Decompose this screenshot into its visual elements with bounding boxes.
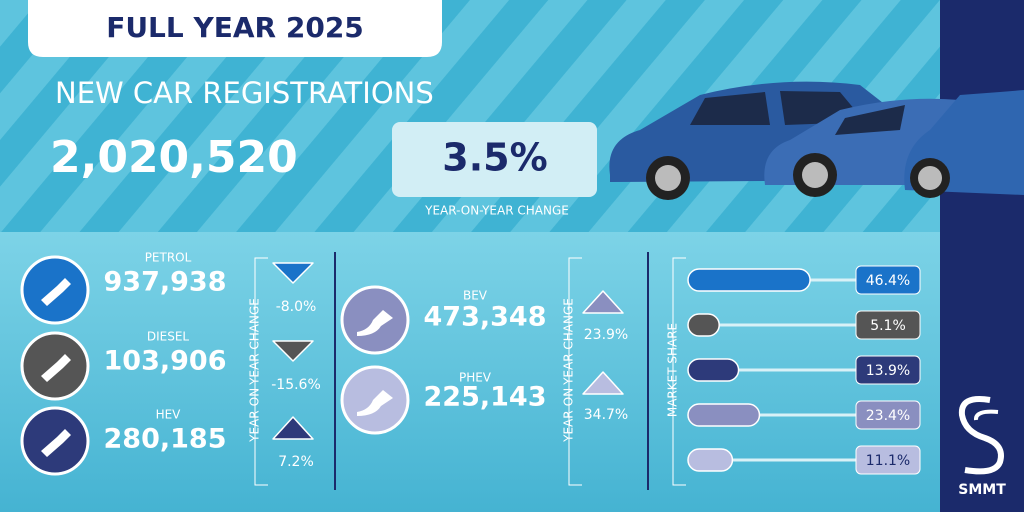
fuel-name: PETROL (145, 251, 192, 265)
side-band (940, 0, 1024, 512)
fuel-name: DIESEL (147, 330, 190, 344)
change-box (392, 122, 597, 197)
pump-icon (41, 354, 71, 382)
share-bar (687, 403, 761, 427)
share-label: 23.4% (866, 408, 910, 424)
yoy-change: -8.0% (276, 299, 317, 315)
share-box (855, 400, 921, 430)
total: 2,020,520 (50, 132, 298, 183)
bracket (568, 257, 582, 486)
registrations: 103,906 (104, 346, 227, 377)
share-bar (687, 448, 734, 472)
change-arrow (582, 290, 624, 314)
title: FULL YEAR 2025 (106, 11, 364, 44)
share-bar (687, 358, 740, 382)
market-share-label: MARKET SHARE (666, 323, 680, 417)
yoy-change: 7.2% (278, 454, 314, 470)
fuel-name: BEV (463, 289, 488, 303)
change-caption: YEAR-ON-YEAR CHANGE (424, 204, 569, 218)
plug-icon (357, 310, 393, 336)
plug-icon (357, 390, 393, 416)
share-bar (687, 313, 720, 337)
share-box (855, 310, 921, 340)
total-change: 3.5% (442, 136, 547, 180)
change-arrow (582, 371, 624, 395)
bracket (672, 257, 686, 486)
share-label: 13.9% (866, 363, 910, 379)
registrations: 280,185 (104, 424, 227, 455)
yoy-change: -15.6% (271, 377, 321, 393)
subtitle: NEW CAR REGISTRATIONS (55, 76, 434, 110)
share-bar (687, 268, 811, 292)
registrations: 473,348 (424, 302, 547, 333)
share-label: 46.4% (866, 273, 910, 289)
fuel-name: PHEV (459, 371, 492, 385)
share-box (855, 445, 921, 475)
logo: SMMT (958, 396, 1006, 498)
pump-icon (41, 429, 71, 457)
cars (609, 81, 1024, 200)
bracket (254, 257, 268, 486)
logo-text: SMMT (958, 482, 1006, 498)
yoy-label: YEAR-ON-YEAR CHANGE (248, 298, 262, 443)
change-arrow (272, 262, 314, 284)
share-box (855, 265, 921, 295)
fuel-name: HEV (156, 408, 182, 422)
pump-icon (41, 278, 71, 306)
title-tab (28, 0, 442, 57)
share-box (855, 355, 921, 385)
yoy-label: YEAR-ON-YEAR CHANGE (562, 298, 576, 443)
registrations: 937,938 (104, 267, 227, 298)
change-arrow (272, 340, 314, 362)
change-arrow (272, 416, 314, 440)
registrations: 225,143 (424, 382, 547, 413)
yoy-change: 34.7% (584, 407, 628, 423)
share-label: 11.1% (866, 453, 910, 469)
yoy-change: 23.9% (584, 327, 628, 343)
share-label: 5.1% (870, 318, 906, 334)
